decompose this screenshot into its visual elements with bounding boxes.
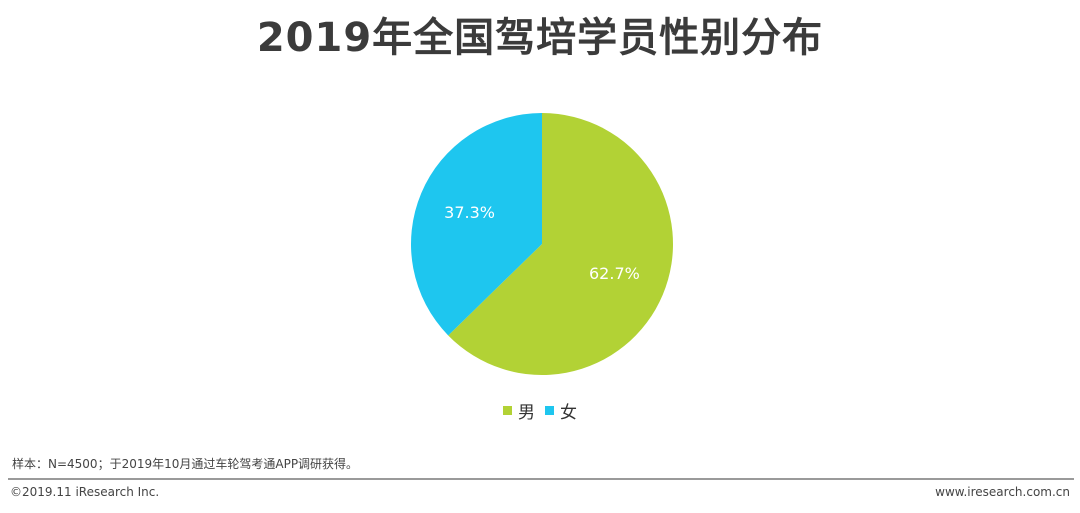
legend-swatch-female (545, 406, 554, 415)
copyright-text: ©2019.11 iResearch Inc. (10, 485, 160, 499)
website-link[interactable]: www.iresearch.com.cn (935, 485, 1070, 499)
source-note: 样本：N=4500；于2019年10月通过车轮驾考通APP调研获得。 (12, 457, 359, 471)
legend-item-male: 男 (503, 398, 535, 423)
footer-divider (8, 478, 1074, 480)
pie-label-male: 62.7% (589, 264, 640, 283)
legend-label-female: 女 (560, 403, 577, 423)
pie-slice-female (410, 113, 542, 336)
pie-group: 62.7% 37.3% (410, 113, 673, 375)
legend-item-female: 女 (545, 398, 577, 423)
chart-title: 2019年全国驾培学员性别分布 (256, 15, 824, 61)
legend-swatch-male (503, 406, 512, 415)
legend: 男 女 (0, 398, 1080, 423)
pie-slice-male (448, 113, 673, 375)
pie-label-female: 37.3% (444, 203, 495, 222)
legend-label-male: 男 (518, 403, 535, 423)
